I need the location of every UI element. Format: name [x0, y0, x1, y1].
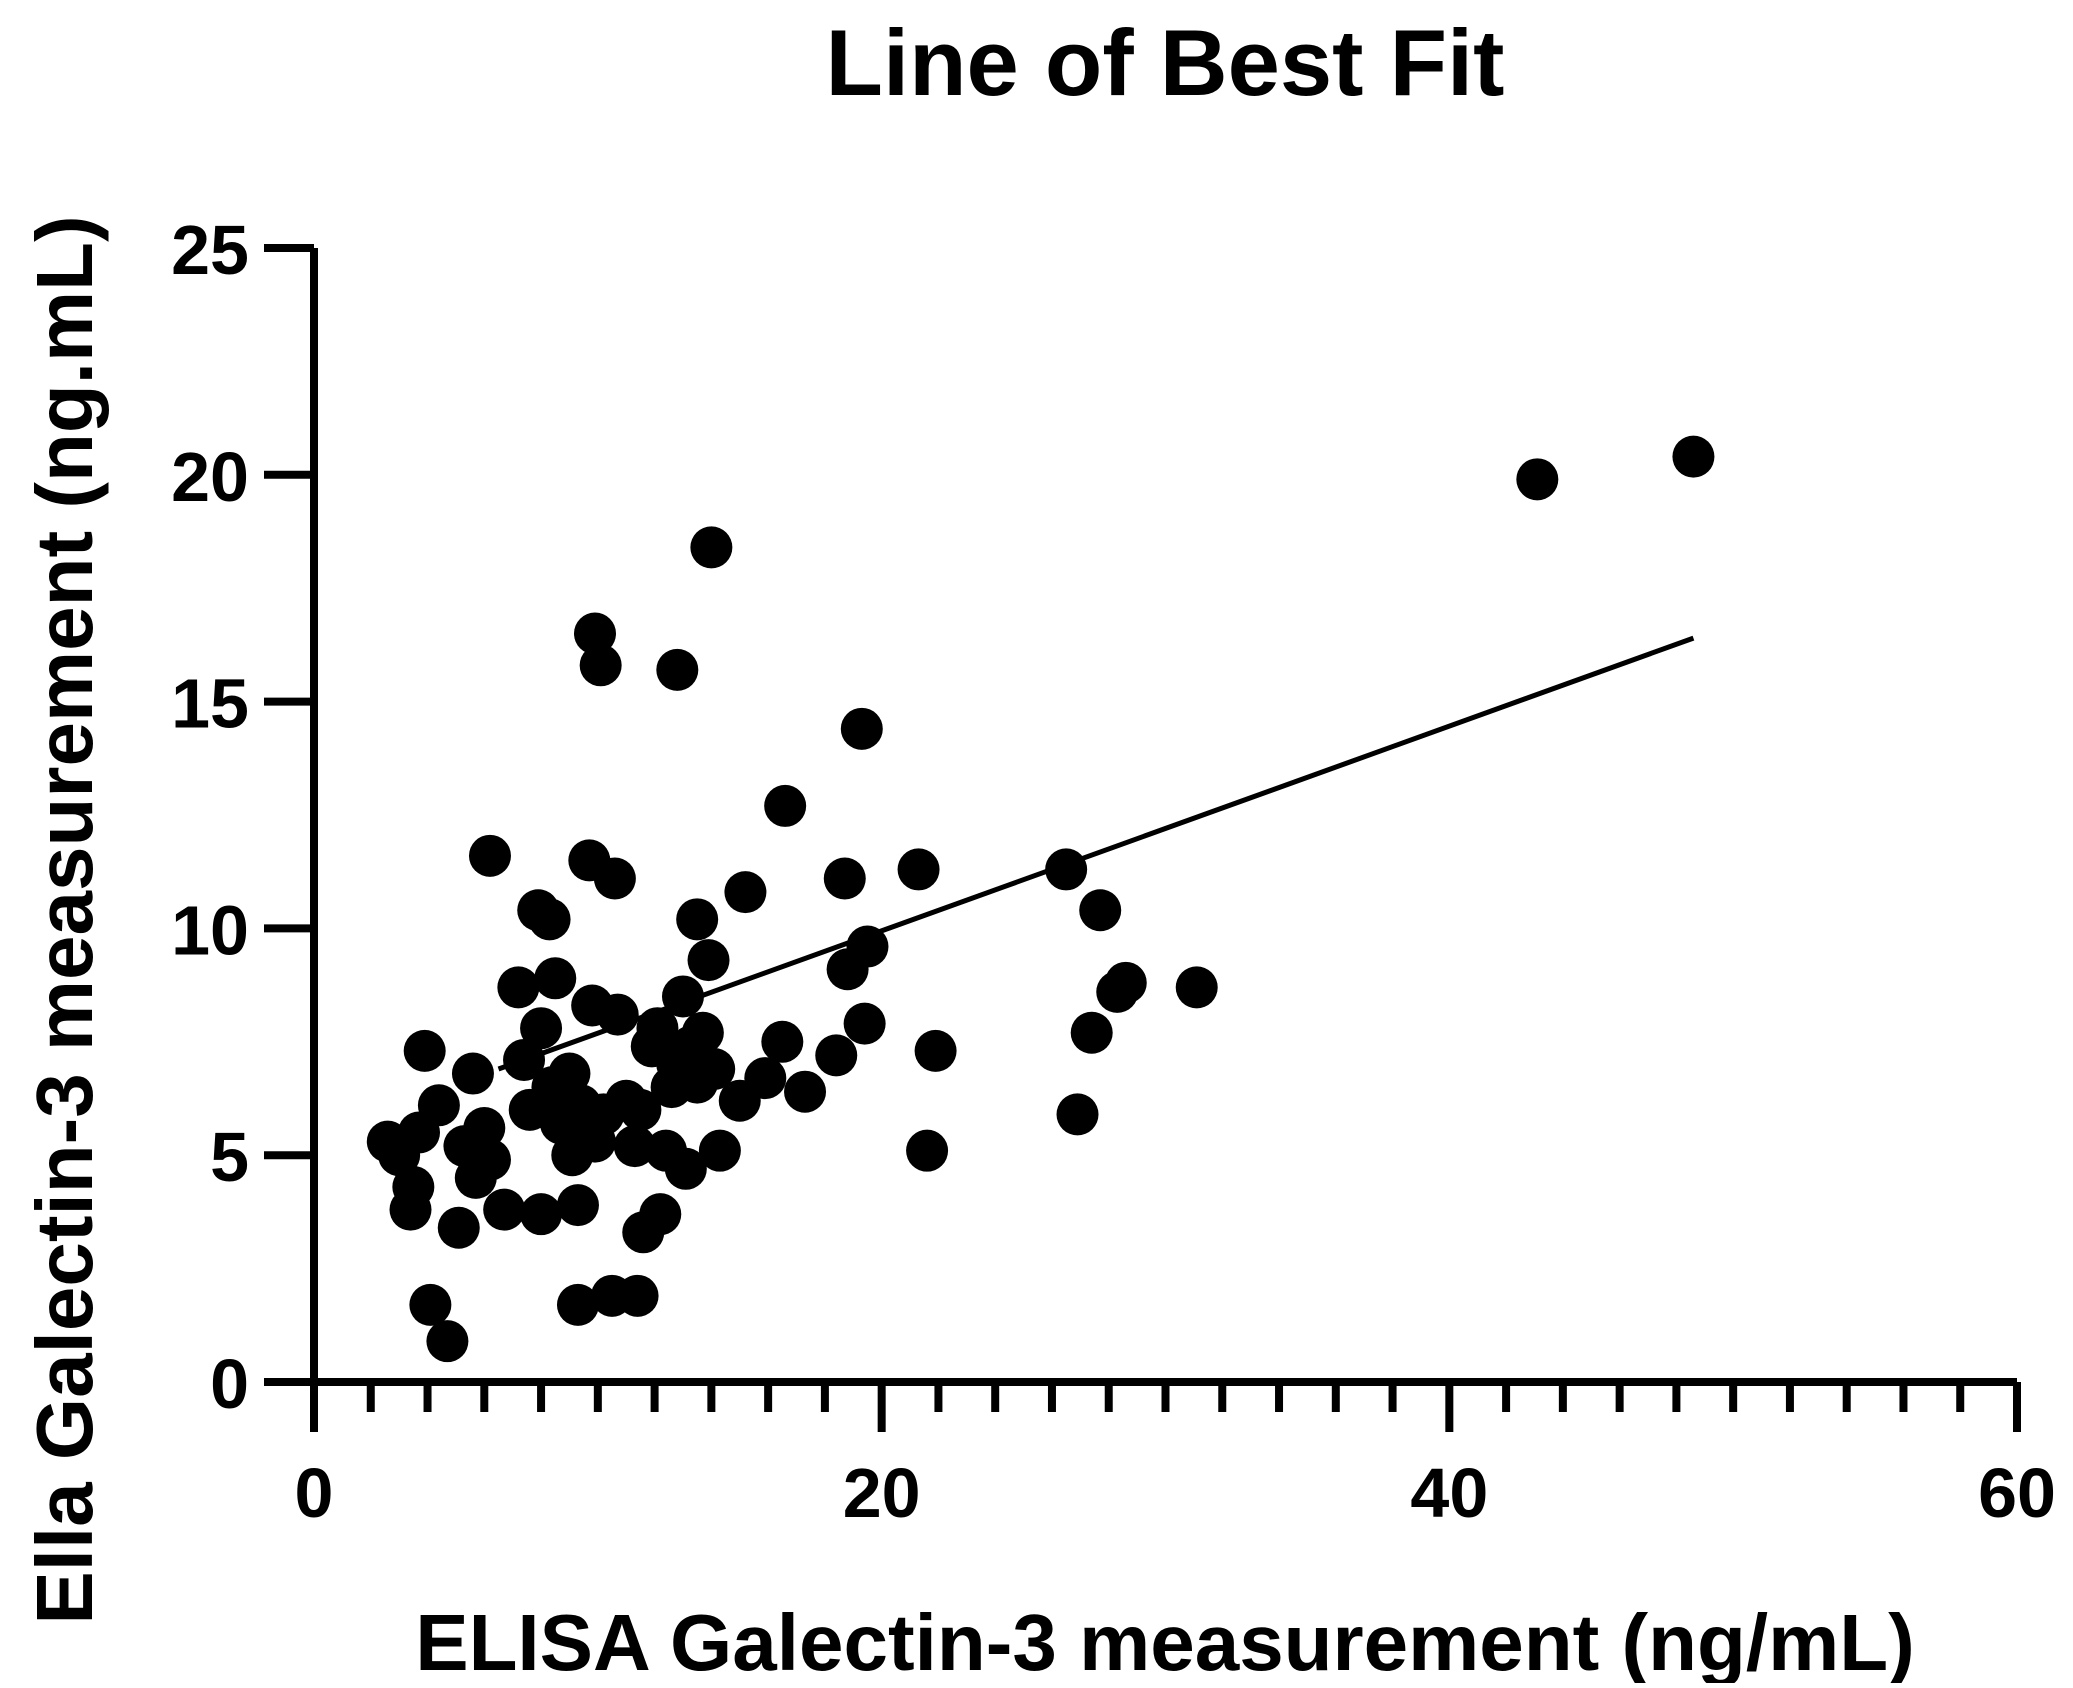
x-tick-label: 0 — [295, 1454, 334, 1532]
data-point — [897, 848, 940, 891]
data-point — [843, 1002, 886, 1045]
data-point — [1045, 848, 1088, 891]
data-point — [1175, 966, 1218, 1009]
data-point — [906, 1129, 949, 1172]
data-point — [1104, 961, 1147, 1004]
data-point — [451, 1052, 494, 1095]
data-point — [534, 957, 577, 1000]
data-point — [724, 871, 767, 914]
chart-title: Line of Best Fit — [826, 10, 1505, 115]
y-axis: 0 5 10 15 20 25 — [171, 211, 318, 1423]
x-tick-label: 60 — [1978, 1454, 2056, 1532]
data-point — [616, 1274, 659, 1317]
data-point — [503, 1038, 546, 1081]
x-axis: 0 20 40 60 — [295, 1378, 2056, 1532]
data-point — [520, 1007, 563, 1050]
data-point — [764, 784, 807, 827]
y-tick-label: 0 — [210, 1345, 249, 1423]
data-point — [698, 1129, 741, 1172]
data-point — [426, 1320, 469, 1363]
data-point — [497, 966, 540, 1009]
data-point — [1056, 1093, 1099, 1136]
y-tick-label: 5 — [210, 1118, 249, 1196]
data-point — [681, 1011, 724, 1054]
data-point — [548, 1052, 591, 1095]
data-point — [468, 834, 511, 877]
data-point — [520, 1193, 563, 1236]
data-point — [573, 612, 616, 655]
data-point — [579, 644, 622, 687]
data-point — [744, 1057, 787, 1100]
x-axis-label: ELISA Galectin-3 measurement (ng/mL) — [415, 1598, 1915, 1683]
data-point — [483, 1188, 526, 1231]
data-point — [613, 1125, 656, 1168]
data-point — [437, 1206, 480, 1249]
y-tick-label: 15 — [171, 665, 249, 743]
data-point — [468, 1138, 511, 1181]
y-tick-label: 10 — [171, 891, 249, 969]
data-point — [676, 898, 719, 941]
data-points — [366, 435, 1715, 1363]
data-point — [846, 925, 889, 968]
data-point — [1516, 458, 1559, 501]
data-point — [528, 898, 571, 941]
data-point — [596, 993, 639, 1036]
data-point — [840, 707, 883, 750]
data-point — [661, 975, 704, 1018]
y-tick-label: 25 — [171, 211, 249, 289]
data-point — [1070, 1011, 1113, 1054]
data-point — [687, 939, 730, 982]
data-point — [693, 1048, 736, 1091]
data-point — [656, 648, 699, 691]
data-point — [823, 857, 866, 900]
data-point — [409, 1283, 452, 1326]
data-point — [639, 1193, 682, 1236]
data-point — [403, 1029, 446, 1072]
data-point — [463, 1106, 506, 1149]
data-point — [593, 857, 636, 900]
data-point — [636, 1007, 679, 1050]
data-point — [1672, 435, 1715, 478]
y-axis-label: Ella Galectin-3 measurement (ng.mL) — [20, 215, 109, 1624]
x-tick-label: 20 — [843, 1454, 921, 1532]
data-point — [690, 526, 733, 569]
y-tick-label: 20 — [171, 438, 249, 516]
x-tick-label: 40 — [1410, 1454, 1488, 1532]
data-point — [619, 1088, 662, 1131]
data-point — [914, 1029, 957, 1072]
data-point — [556, 1283, 599, 1326]
data-point — [784, 1070, 827, 1113]
data-point — [815, 1034, 858, 1077]
data-point — [556, 1184, 599, 1227]
data-point — [417, 1084, 460, 1127]
data-point — [761, 1020, 804, 1063]
data-point — [1079, 889, 1122, 932]
data-point — [389, 1188, 432, 1231]
data-point — [664, 1147, 707, 1190]
